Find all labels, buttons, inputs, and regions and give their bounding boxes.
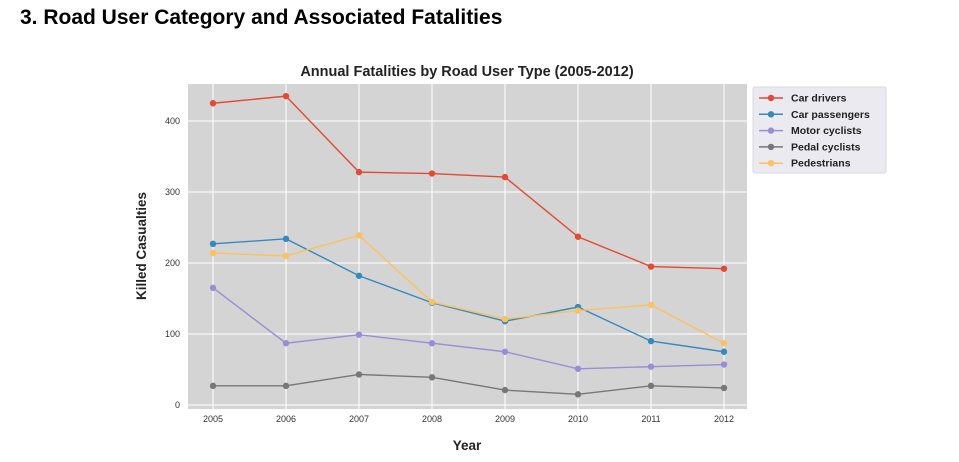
legend-label: Car passengers bbox=[791, 109, 870, 121]
x-axis-label: Year bbox=[453, 438, 482, 453]
legend-box bbox=[752, 86, 887, 174]
gridlines bbox=[188, 84, 747, 409]
series bbox=[209, 92, 728, 272]
data-point bbox=[574, 391, 582, 398]
data-point bbox=[574, 307, 582, 314]
legend-item: Car passengers bbox=[759, 109, 870, 121]
series-line bbox=[212, 95, 725, 270]
y-axis-label: Killed Casualties bbox=[134, 192, 149, 300]
data-point bbox=[501, 348, 509, 355]
plot-area bbox=[188, 84, 747, 409]
x-tick-label: 2007 bbox=[349, 414, 369, 424]
data-point bbox=[282, 340, 290, 347]
data-point bbox=[647, 382, 655, 390]
data-point bbox=[209, 240, 217, 248]
legend-item: Pedestrians bbox=[759, 158, 851, 170]
legend-item: Pedal cyclists bbox=[759, 141, 861, 153]
data-point bbox=[355, 168, 363, 176]
legend-marker bbox=[767, 94, 775, 102]
series bbox=[209, 235, 728, 355]
data-point bbox=[501, 315, 509, 323]
data-point bbox=[282, 252, 290, 260]
x-tick-labels: 2005 2006 2007 2008 2009 2010 2011 2012 bbox=[203, 414, 734, 424]
legend-label: Car drivers bbox=[791, 93, 847, 105]
data-point bbox=[355, 331, 363, 338]
data-point bbox=[647, 263, 655, 270]
data-point bbox=[647, 337, 655, 345]
data-point bbox=[647, 363, 655, 370]
legend: Car drivers Car passengers Motor cyclists P… bbox=[752, 86, 887, 174]
data-point bbox=[282, 92, 290, 100]
y-tick-label: 300 bbox=[165, 187, 180, 197]
x-tick-label: 2006 bbox=[276, 414, 296, 424]
data-point bbox=[647, 301, 655, 309]
data-point bbox=[355, 272, 363, 279]
series-line bbox=[212, 238, 725, 353]
data-point bbox=[209, 100, 217, 107]
data-point bbox=[282, 235, 290, 243]
data-point bbox=[282, 382, 290, 390]
y-tick-label: 100 bbox=[165, 329, 180, 339]
data-point bbox=[428, 170, 436, 177]
series-line bbox=[212, 234, 725, 344]
y-tick-label: 0 bbox=[175, 400, 180, 410]
data-point bbox=[720, 340, 728, 347]
legend-marker bbox=[767, 143, 775, 151]
legend-label: Pedestrians bbox=[791, 158, 851, 170]
data-point bbox=[428, 340, 436, 347]
data-point bbox=[209, 382, 217, 390]
legend-item: Motor cyclists bbox=[759, 125, 862, 137]
data-point bbox=[720, 361, 728, 368]
series bbox=[209, 371, 728, 398]
chart-title: Annual Fatalities by Road User Type (200… bbox=[300, 64, 634, 80]
data-point bbox=[574, 365, 582, 372]
data-point bbox=[428, 298, 436, 306]
data-point bbox=[428, 374, 436, 381]
data-point bbox=[720, 265, 728, 272]
x-tick-label: 2010 bbox=[568, 414, 588, 424]
data-point bbox=[355, 232, 363, 239]
x-tick-label: 2005 bbox=[203, 414, 223, 424]
series bbox=[209, 284, 728, 372]
data-point bbox=[720, 348, 728, 355]
section-heading: 3. Road User Category and Associated Fat… bbox=[20, 6, 503, 29]
legend-marker bbox=[767, 127, 775, 134]
series-lines bbox=[209, 92, 728, 398]
data-point bbox=[574, 233, 582, 240]
data-point bbox=[355, 371, 363, 378]
y-tick-labels: 0 100 200 300 400 bbox=[165, 116, 180, 410]
legend-marker bbox=[767, 111, 775, 118]
legend-label: Pedal cyclists bbox=[791, 141, 861, 153]
y-tick-label: 200 bbox=[165, 258, 180, 268]
legend-label: Motor cyclists bbox=[791, 125, 862, 137]
data-point bbox=[501, 173, 509, 181]
data-point bbox=[720, 384, 728, 392]
x-tick-label: 2009 bbox=[495, 414, 515, 424]
y-tick-label: 400 bbox=[165, 116, 180, 126]
data-point bbox=[209, 249, 217, 257]
series-line bbox=[213, 373, 725, 396]
x-tick-label: 2011 bbox=[641, 414, 660, 424]
legend-marker bbox=[767, 160, 775, 167]
series-line bbox=[212, 287, 725, 370]
data-point bbox=[501, 386, 509, 394]
data-point bbox=[209, 284, 217, 292]
series bbox=[209, 232, 728, 347]
x-tick-label: 2008 bbox=[422, 414, 442, 424]
legend-item: Car drivers bbox=[759, 93, 847, 105]
x-tick-label: 2012 bbox=[714, 414, 734, 424]
